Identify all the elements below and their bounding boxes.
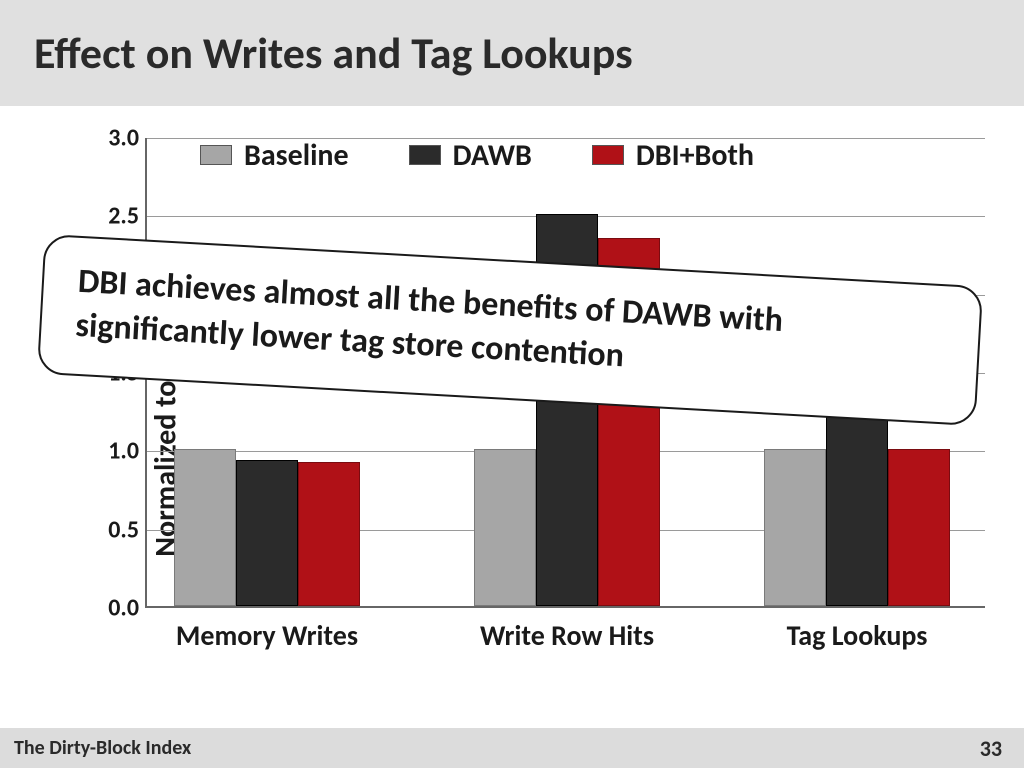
x-category-label: Memory Writes bbox=[176, 606, 358, 653]
callout-text: DBI achieves almost all the benefits of … bbox=[74, 260, 946, 397]
bar bbox=[474, 449, 536, 606]
slide: Effect on Writes and Tag Lookups Normali… bbox=[0, 0, 1024, 768]
y-tick-label: 0.0 bbox=[108, 594, 147, 623]
footer-bar: The Dirty-Block Index 33 bbox=[0, 728, 1024, 768]
footer-title: The Dirty-Block Index bbox=[14, 736, 191, 760]
gridline bbox=[147, 138, 985, 139]
y-tick-label: 1.0 bbox=[108, 437, 147, 466]
page-number: 33 bbox=[980, 735, 1002, 762]
y-tick-label: 3.0 bbox=[108, 124, 147, 153]
bar bbox=[888, 449, 950, 606]
bar bbox=[236, 460, 298, 606]
y-tick-label: 0.5 bbox=[108, 515, 147, 544]
bar bbox=[764, 449, 826, 606]
x-category-label: Write Row Hits bbox=[480, 606, 654, 653]
y-tick-label: 2.5 bbox=[108, 202, 147, 231]
bar bbox=[298, 462, 360, 606]
bar bbox=[174, 449, 236, 606]
x-category-label: Tag Lookups bbox=[787, 606, 928, 653]
title-bar: Effect on Writes and Tag Lookups bbox=[0, 0, 1024, 106]
slide-title: Effect on Writes and Tag Lookups bbox=[34, 26, 633, 80]
